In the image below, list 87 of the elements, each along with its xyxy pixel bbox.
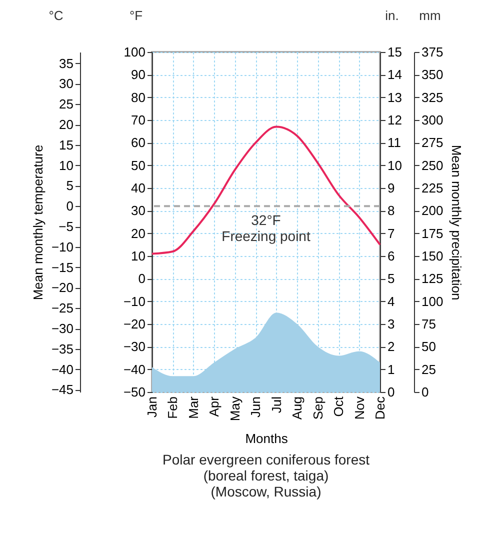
text: 0: [422, 384, 429, 400]
text: 75: [422, 316, 436, 332]
x-tick-label: Dec: [372, 396, 388, 420]
text: 300: [422, 112, 444, 128]
y3-tick-label: 15: [59, 137, 74, 152]
text: mm: [419, 8, 441, 23]
text: 25: [422, 362, 436, 377]
x-tick-label: Aug: [290, 396, 305, 420]
x-tick-label: Oct: [331, 396, 346, 417]
y3-tick-label: −20: [51, 280, 74, 296]
text: 125: [422, 271, 444, 286]
y-tick-label: 30: [131, 203, 146, 218]
y2-tick-label: 15: [388, 44, 402, 60]
ref-line-label: 32°F Freezing point: [222, 212, 310, 244]
y-tick-label: −50: [123, 384, 146, 400]
y-tick-label: 70: [131, 112, 146, 128]
y-tick-label: −10: [123, 294, 146, 309]
y-tick-label: 100: [124, 44, 146, 60]
text: 150: [422, 248, 444, 264]
text: 100: [422, 294, 444, 309]
y2-tick-label: 12: [388, 112, 402, 128]
y-tick-label: 20: [131, 226, 146, 241]
y2-tick-label: 2: [388, 339, 395, 354]
y3-tick-label: 25: [59, 96, 74, 112]
y3-tick-label: 20: [59, 117, 74, 132]
y3-tick-label: −15: [51, 260, 74, 275]
text: Polar evergreen coniferous forest (boreal forest, taiga) (Moscow, Russia): [162, 452, 370, 500]
text: 250: [422, 158, 444, 173]
text: Mean monthly precipitation: [449, 144, 464, 300]
y2-tick-label: 1: [388, 362, 395, 377]
y2-tick-label: 10: [388, 158, 402, 173]
y2-tick-label: 14: [388, 67, 402, 82]
y3-tick-label: −40: [51, 362, 74, 377]
text: 50: [422, 339, 436, 354]
y2-tick-label: 9: [388, 180, 395, 196]
y2-tick-label: 4: [388, 294, 395, 309]
y-tick-label: −40: [123, 362, 146, 377]
text: 200: [422, 203, 444, 218]
y-tick-label: 0: [138, 271, 146, 286]
y3-tick-label: 5: [66, 178, 74, 194]
x-tick-label: Apr: [206, 396, 222, 417]
y2-tick-label: 6: [388, 248, 395, 264]
y2-tick-label: 11: [388, 135, 401, 150]
y3-tick-label: 30: [59, 76, 74, 92]
text: 175: [422, 226, 444, 241]
y-tick-label: 10: [131, 248, 146, 264]
y-tick-label: 40: [131, 180, 146, 196]
y3-tick-label: 0: [66, 198, 74, 214]
y2-tick-label: 7: [388, 226, 395, 241]
y3-tick-label: −45: [51, 382, 74, 398]
text: 225: [422, 180, 444, 196]
text: °C: [48, 8, 64, 23]
y3-tick-label: −5: [58, 219, 74, 234]
y3-tick-label: −25: [51, 300, 74, 316]
y2-tick-label: 0: [388, 384, 395, 400]
y3-tick-label: −10: [51, 239, 74, 254]
x-tick-label: Jul: [268, 396, 284, 414]
y-tick-label: 60: [131, 135, 146, 150]
text: 350: [422, 67, 444, 82]
x-tick-label: Jun: [248, 396, 264, 418]
x-axis-title: Months: [245, 431, 288, 446]
y-tick-label: −20: [123, 316, 146, 332]
y2-tick-label: 5: [388, 271, 395, 286]
x-tick-label: May: [227, 396, 242, 422]
x-tick-label: Feb: [165, 396, 180, 419]
y-axis-title: Mean monthly temperature: [30, 144, 46, 300]
y-tick-label: 90: [131, 67, 146, 82]
x-tick-label: Jan: [144, 396, 160, 418]
y3-tick-label: −35: [51, 341, 74, 356]
y-tick-label: 80: [131, 90, 146, 105]
y-tick-label: −30: [123, 339, 146, 354]
x-tick-label: Mar: [186, 396, 201, 419]
y3-tick-label: 35: [59, 56, 74, 71]
text: °F: [129, 8, 143, 23]
text: 275: [422, 135, 444, 150]
x-tick-label: Sep: [310, 396, 326, 420]
y2-tick-label: 3: [388, 316, 395, 332]
x-tick-label: Nov: [352, 396, 367, 420]
line-series: [151, 126, 381, 255]
y3-tick-label: 10: [59, 158, 74, 173]
text: 375: [422, 44, 444, 60]
y3-tick-label: −30: [51, 321, 74, 336]
y-tick-label: 50: [131, 158, 146, 173]
text: in.: [385, 8, 399, 23]
text: 325: [422, 90, 444, 105]
y2-tick-label: 13: [388, 90, 402, 105]
y2-tick-label: 8: [388, 203, 395, 218]
